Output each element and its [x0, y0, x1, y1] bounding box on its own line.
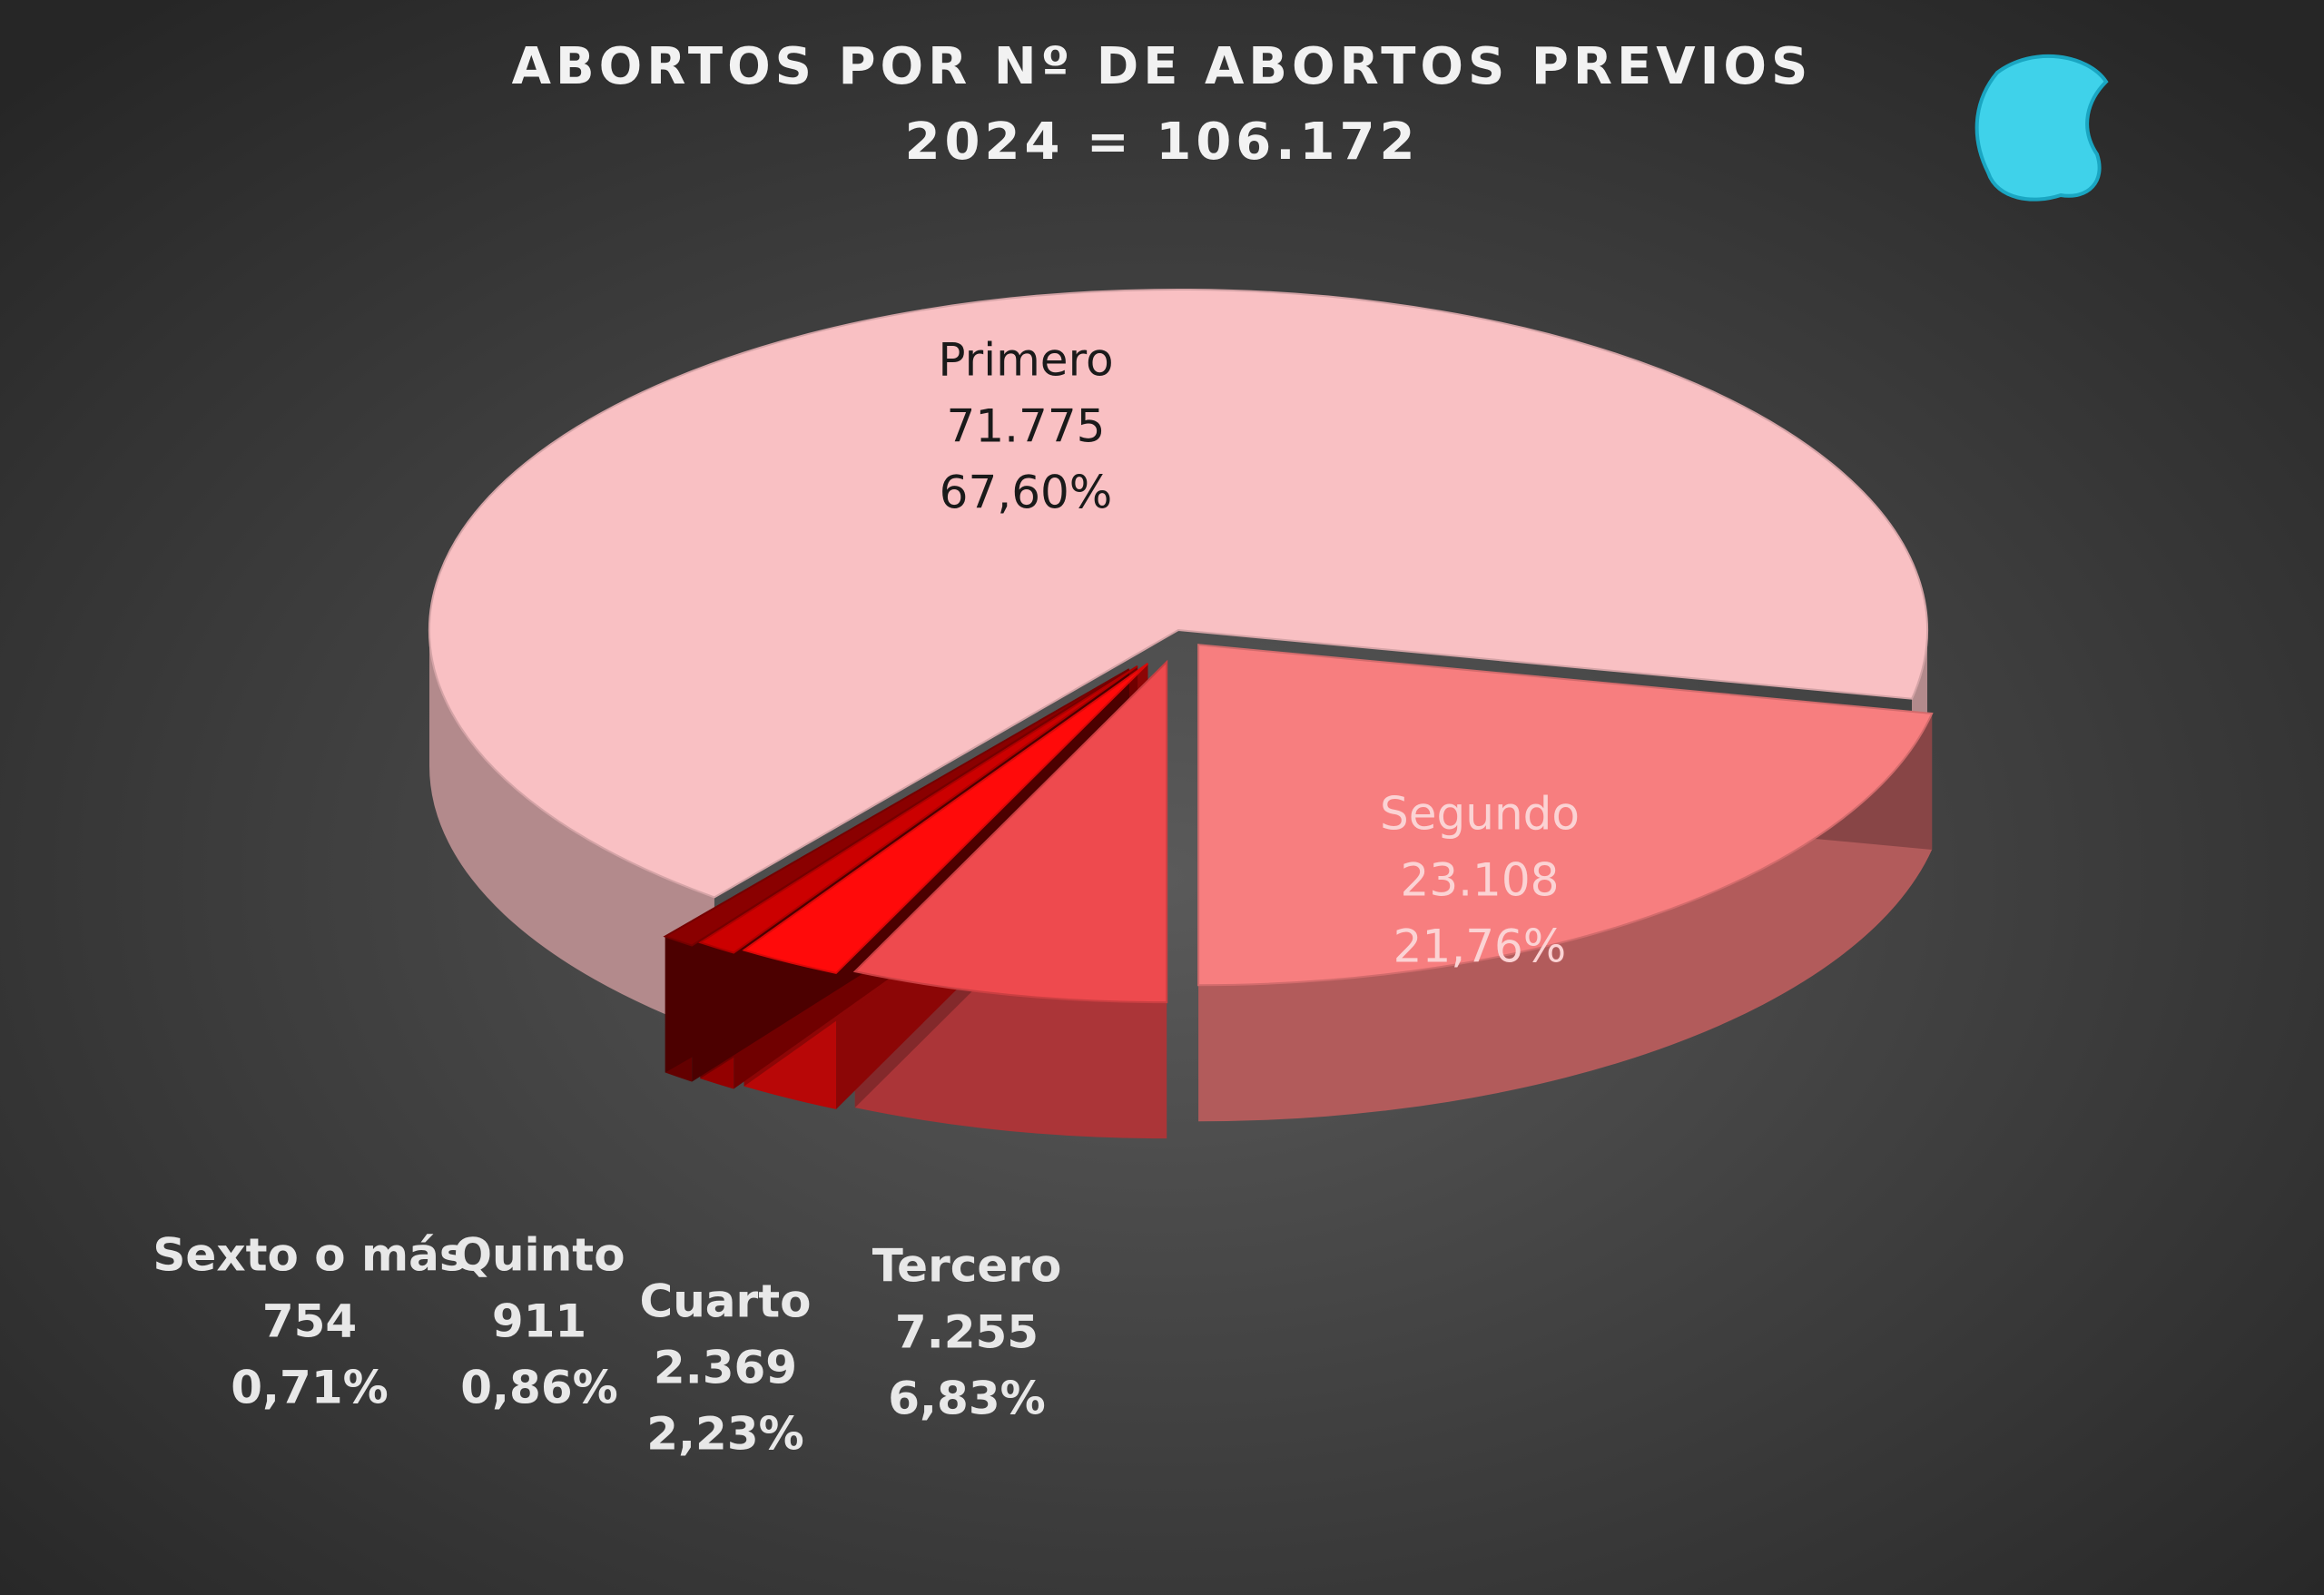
slice-side: [1198, 713, 1933, 1122]
slice-label: Quinto: [453, 1229, 625, 1282]
slice-side: [428, 630, 714, 1034]
logo: [1974, 54, 2109, 202]
slice: [428, 289, 1928, 899]
pie-tops: [428, 289, 1934, 1004]
slice: [852, 659, 1168, 1004]
slice-label: Tercero: [872, 1240, 1062, 1293]
chart-title: ABORTOS POR Nº DE ABORTOS PREVIOS: [512, 37, 1813, 96]
value-label: 754: [262, 1295, 357, 1348]
percent-label: 0,71%: [231, 1362, 388, 1414]
slice: [742, 663, 1149, 974]
percent-label: 67,60%: [940, 467, 1113, 519]
slice-label: Segundo: [1380, 788, 1580, 841]
chart-subtitle: 2024 = 106.172: [905, 113, 1420, 172]
percent-label: 2,23%: [646, 1408, 803, 1461]
value-label: 7.255: [895, 1306, 1039, 1359]
value-label: 71.775: [947, 400, 1106, 453]
value-label: 2.369: [654, 1342, 797, 1394]
slice: [698, 665, 1138, 954]
slice: [1197, 644, 1934, 987]
value-label: 23.108: [1401, 854, 1560, 907]
logo-shape: [1974, 54, 2109, 202]
percent-label: 6,83%: [888, 1373, 1045, 1425]
value-label: 911: [492, 1295, 586, 1348]
slice-label: Sexto o más: [153, 1229, 466, 1282]
labels: Primero 71.775 67,60% Segundo 23.108 21,76% Te…: [153, 334, 1580, 1461]
slice-label: Primero: [938, 334, 1113, 387]
slice-label: Cuarto: [640, 1275, 812, 1328]
slice: [663, 668, 1130, 947]
percent-label: 21,76%: [1393, 921, 1567, 973]
percent-label: 0,86%: [460, 1362, 617, 1414]
